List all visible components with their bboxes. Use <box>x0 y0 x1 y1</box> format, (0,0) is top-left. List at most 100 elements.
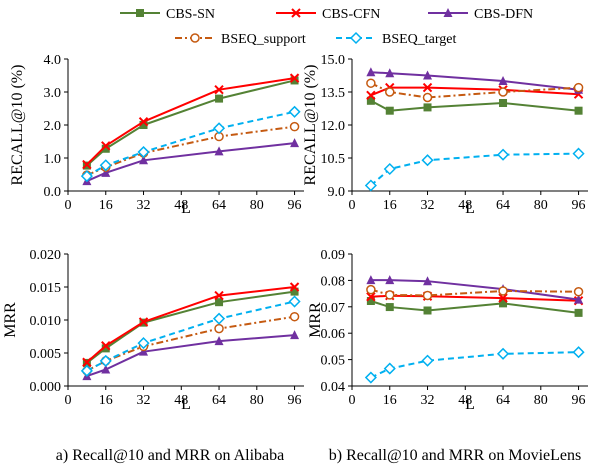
y-tick-label: 0.0 <box>44 185 62 200</box>
series-bseq-target <box>80 295 301 377</box>
data-point <box>137 145 150 159</box>
panel-a-bottom: 0.000 0.005 0.010 0.015 0.020 0 16 32 48 64 80 96 L M… <box>2 248 304 413</box>
panel-b-top: 9.0 10.5 12.0 13.5 15.0 0 16 32 48 64 80 96 L RECALL@… <box>302 53 588 217</box>
series-bseq-support <box>366 78 584 103</box>
y-tick-label: 4.0 <box>44 53 62 68</box>
data-point <box>138 116 149 127</box>
data-point <box>82 357 92 367</box>
panel-b-bottom: 0.04 0.05 0.06 0.07 0.08 0.09 0 16 32 48 64 80 96 L MR… <box>307 248 588 413</box>
data-point <box>139 155 149 165</box>
legend: CBS-SN CBS-CFN CBS-DFN BSEQ_support BSEQ_tar… <box>120 7 533 47</box>
data-point <box>289 121 300 132</box>
series-cbs-dfn <box>82 330 300 381</box>
data-point <box>366 67 376 77</box>
data-point <box>101 344 110 353</box>
data-point <box>289 311 300 322</box>
y-tick-label: 0.000 <box>30 380 62 395</box>
y-tick-label: 0.09 <box>321 248 346 263</box>
x-tick-label: 32 <box>421 393 435 408</box>
y-tick-label: 9.0 <box>328 185 346 200</box>
series-line <box>370 351 579 379</box>
series-cbs-cfn <box>82 282 300 367</box>
y-tick-label: 0.015 <box>30 281 62 296</box>
legend-label: BSEQ_target <box>382 32 457 47</box>
x-tick-label: 32 <box>421 198 435 213</box>
x-tick-label: 32 <box>137 393 151 408</box>
series-bseq-target <box>80 105 301 183</box>
caption-a: a) Recall@10 and MRR on Alibaba <box>56 447 284 464</box>
data-point <box>423 306 432 315</box>
y-tick-label: 0.005 <box>30 347 62 362</box>
x-tick-label: 48 <box>458 393 472 408</box>
data-point <box>498 87 508 97</box>
x-tick-label: 96 <box>572 198 586 213</box>
series-cbs-dfn <box>82 138 300 186</box>
legend-marker <box>190 33 200 43</box>
series-line <box>370 152 579 187</box>
data-point <box>574 308 583 317</box>
legend-marker <box>349 31 363 45</box>
data-point <box>214 84 224 95</box>
legend-label: CBS-CFN <box>322 7 380 22</box>
y-tick-label: 0.08 <box>321 274 346 289</box>
series-line <box>370 294 579 302</box>
data-point <box>214 146 224 156</box>
x-tick-label: 80 <box>534 393 548 408</box>
series-line <box>86 286 295 363</box>
data-point <box>422 82 433 93</box>
y-tick-label: 13.5 <box>321 86 346 101</box>
series-line <box>86 77 295 166</box>
data-point <box>385 303 394 312</box>
x-tick-label: 64 <box>212 198 226 213</box>
x-tick-label: 0 <box>65 198 72 213</box>
y-tick-label: 0.07 <box>321 301 346 316</box>
legend-label: CBS-SN <box>166 7 215 22</box>
data-point <box>499 99 508 107</box>
data-point <box>137 337 150 350</box>
series-cbs-sn <box>366 96 583 115</box>
data-point <box>82 159 92 170</box>
x-tick-label: 16 <box>99 198 113 213</box>
data-point <box>290 287 299 296</box>
y-tick-label: 0.020 <box>30 248 62 263</box>
data-point <box>385 68 395 78</box>
data-point <box>101 167 111 177</box>
data-point <box>138 317 149 327</box>
x-axis-label: L <box>181 200 191 217</box>
series-bseq-target <box>364 346 585 384</box>
series-line <box>86 110 295 178</box>
y-tick-label: 0.06 <box>321 327 346 342</box>
data-point <box>366 78 376 88</box>
x-tick-label: 32 <box>137 198 151 213</box>
data-point <box>366 90 376 101</box>
data-point <box>366 292 376 302</box>
y-tick-label: 3.0 <box>44 86 62 101</box>
data-point <box>139 346 149 356</box>
data-point <box>496 148 510 161</box>
x-axis-label: L <box>465 396 475 413</box>
x-tick-label: 80 <box>534 198 548 213</box>
data-point <box>383 162 396 176</box>
series-line <box>370 99 579 112</box>
panel-a-top: 0.0 1.0 2.0 3.0 4.0 0 16 32 48 64 80 96 L RECALL@10 (… <box>9 53 304 217</box>
legend-label: CBS-DFN <box>474 7 533 22</box>
x-tick-label: 16 <box>383 393 397 408</box>
data-point <box>290 138 300 148</box>
data-point <box>212 312 226 325</box>
y-tick-label: 10.5 <box>321 152 346 167</box>
series-bseq-target <box>364 147 585 192</box>
legend-item-bseq-support: BSEQ_support <box>175 32 306 47</box>
legend-item-cbs-sn: CBS-SN <box>120 7 215 22</box>
data-point <box>99 354 112 367</box>
x-axis-label: L <box>465 200 475 217</box>
data-point <box>498 76 508 85</box>
data-point <box>101 364 111 374</box>
series-cbs-cfn <box>366 291 584 306</box>
series-bseq-support <box>366 284 584 301</box>
series-line <box>370 300 579 314</box>
data-point <box>99 159 112 172</box>
x-tick-label: 64 <box>496 393 510 408</box>
x-tick-label: 96 <box>572 393 586 408</box>
data-point <box>423 70 433 80</box>
